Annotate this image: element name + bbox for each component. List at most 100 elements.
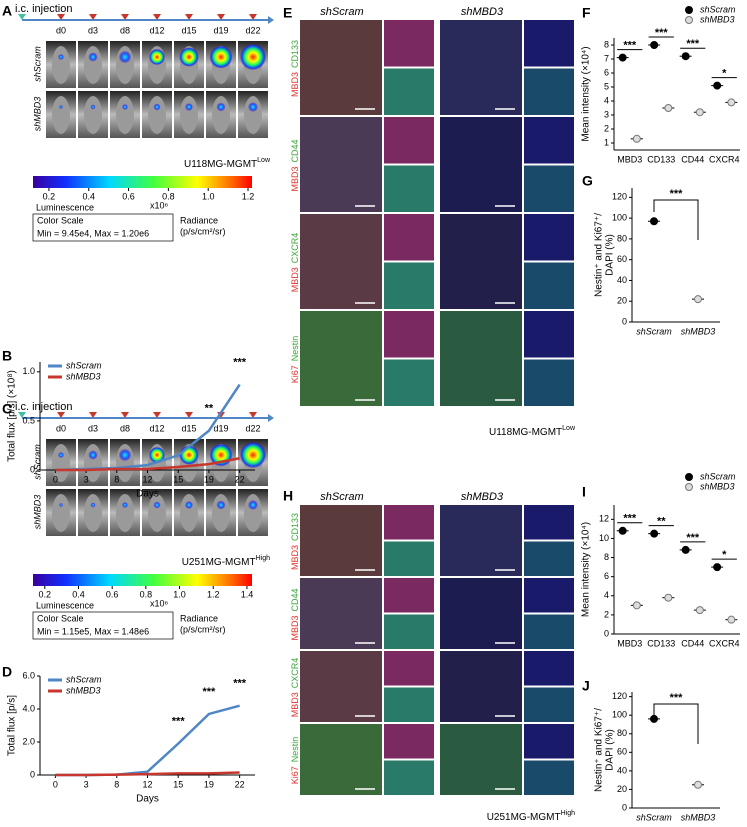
- x-tick-label: 19: [204, 474, 214, 484]
- day-marker: [185, 14, 193, 20]
- cell-line-sup: High: [561, 810, 576, 817]
- x-tick-label: shScram: [636, 326, 672, 336]
- signal: [216, 102, 226, 112]
- micrograph-zoom: [384, 262, 434, 309]
- colorbar-tick-label: 1.2: [242, 191, 255, 201]
- y-tick-label: 4: [604, 590, 609, 600]
- significance: ***: [203, 686, 217, 698]
- mouse-body: [116, 494, 134, 532]
- dot: [664, 104, 673, 112]
- day-label: d15: [181, 25, 196, 35]
- y-tick-label: 4: [604, 95, 609, 105]
- cell-line-sup: Low: [257, 157, 271, 164]
- significance: ***: [670, 692, 684, 704]
- dot: [650, 529, 659, 538]
- significance: ***: [686, 532, 700, 544]
- x-tick-label: 12: [142, 779, 152, 789]
- day-label: d3: [88, 423, 98, 433]
- mouse-body: [180, 96, 198, 134]
- day-label: d0: [56, 25, 66, 35]
- micrograph-zoom: [524, 724, 574, 759]
- y-tick-label: 1: [604, 137, 609, 147]
- day-label: d22: [245, 423, 260, 433]
- legend-swatch: [685, 16, 693, 24]
- day-label: d8: [120, 423, 130, 433]
- stain-2: Nestin: [290, 336, 300, 362]
- signal: [239, 441, 267, 469]
- day-marker: [249, 412, 257, 418]
- micrograph-zoom: [384, 117, 434, 164]
- group-header: shMBD3: [461, 491, 504, 503]
- colorbar-tick-label: 0.4: [72, 589, 85, 599]
- day-marker: [89, 14, 97, 20]
- stain-label: MBD3 CD133: [290, 40, 300, 97]
- y-tick-label: 120: [612, 192, 627, 202]
- stain-2: CD44: [290, 139, 300, 162]
- panel-label: G: [582, 173, 593, 189]
- signal: [59, 105, 63, 109]
- micrograph: [440, 117, 522, 212]
- micrograph: [440, 20, 522, 115]
- injection-label: i.c. injection: [15, 3, 72, 15]
- colorbar-tick-label: 1.2: [207, 589, 220, 599]
- micrograph-zoom: [524, 760, 574, 795]
- colorbar-tick-label: 0.2: [43, 191, 56, 201]
- micrograph: [440, 311, 522, 406]
- signal: [122, 104, 128, 110]
- micrograph-zoom: [384, 359, 434, 406]
- dot: [650, 41, 659, 49]
- micrograph-zoom: [524, 165, 574, 212]
- y-tick-label: 5: [604, 81, 609, 91]
- bracket: [653, 199, 699, 240]
- cell-line-sup: Low: [562, 425, 576, 432]
- dot: [650, 217, 658, 226]
- dot: [664, 593, 673, 602]
- stain-label: MBD3 CXCR4: [290, 658, 300, 718]
- micrograph-zoom: [524, 214, 574, 261]
- stain-1: MBD3: [290, 545, 300, 570]
- micrograph-zoom: [384, 651, 434, 686]
- dot: [632, 601, 641, 610]
- y-axis-label: Mean intensity (×10⁴): [581, 522, 592, 617]
- y-tick-label: 0: [622, 802, 627, 812]
- colorbar-tick-label: 0.6: [106, 589, 119, 599]
- group-header: shMBD3: [461, 6, 504, 18]
- stain-1: MBD3: [290, 72, 300, 97]
- x-tick-label: 3: [84, 779, 89, 789]
- legend-label: shScram: [700, 4, 736, 14]
- injection-label: i.c. injection: [15, 401, 72, 413]
- micrograph-zoom: [384, 68, 434, 115]
- group-label: shScram: [32, 444, 42, 480]
- y-tick-label: 6: [604, 571, 609, 581]
- dot: [727, 98, 736, 107]
- cell-line-name: U251MG-MGMT: [182, 557, 256, 568]
- dot: [727, 615, 736, 624]
- micrograph: [440, 214, 522, 309]
- micrograph-zoom: [384, 20, 434, 67]
- signal: [122, 502, 128, 508]
- y-tick-label: 2.0: [22, 736, 35, 746]
- y-tick-label: 120: [612, 691, 627, 701]
- day-marker: [153, 412, 161, 418]
- significance: ***: [623, 40, 637, 52]
- micrograph-zoom: [524, 117, 574, 164]
- legend-label: shScram: [700, 471, 736, 481]
- panel-label: C: [2, 401, 12, 417]
- y-tick-label: 10: [599, 533, 609, 543]
- dot: [681, 52, 690, 61]
- radiance: Radiance: [180, 613, 218, 623]
- colorbar-title: Luminescence: [36, 202, 94, 212]
- day-marker: [153, 14, 161, 20]
- legend-label: shMBD3: [66, 685, 101, 695]
- y-tick-label: 0.5: [22, 415, 35, 425]
- micrograph-zoom: [524, 20, 574, 67]
- y-axis-label: Total flux [p/s] (×10⁸): [7, 370, 18, 462]
- panel-label: B: [2, 348, 12, 364]
- legend-label: shMBD3: [700, 481, 735, 491]
- mouse-body: [148, 494, 166, 532]
- micrograph-zoom: [524, 651, 574, 686]
- micrograph-zoom: [384, 687, 434, 722]
- micrograph-zoom: [384, 578, 434, 613]
- x-tick-label: 22: [235, 474, 245, 484]
